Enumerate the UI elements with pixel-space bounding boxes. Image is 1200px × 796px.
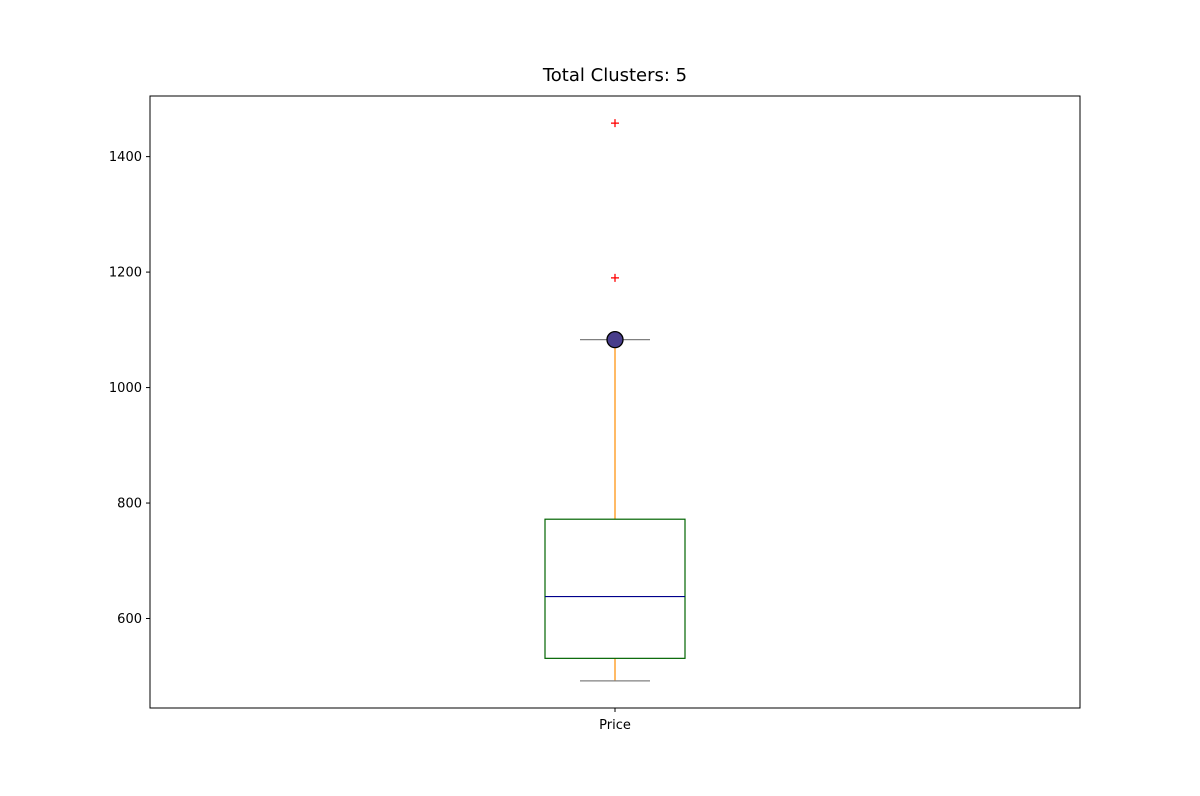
plot-area [544, 119, 686, 682]
y-axis: 600 800 1000 1200 1400 [109, 150, 150, 627]
outlier-marker [611, 273, 619, 282]
y-tick-label: 1400 [109, 150, 142, 165]
iqr-box [544, 518, 686, 659]
y-tick-label: 1000 [109, 381, 142, 396]
y-tick-label: 1200 [109, 266, 142, 281]
chart-title: Total Clusters: 5 [542, 65, 687, 86]
outlier-marker [611, 119, 619, 128]
mean-marker [606, 330, 624, 349]
y-tick-label: 800 [117, 497, 142, 512]
x-tick-label: Price [599, 718, 631, 733]
x-axis: Price [599, 708, 631, 733]
y-tick-label: 600 [117, 612, 142, 627]
